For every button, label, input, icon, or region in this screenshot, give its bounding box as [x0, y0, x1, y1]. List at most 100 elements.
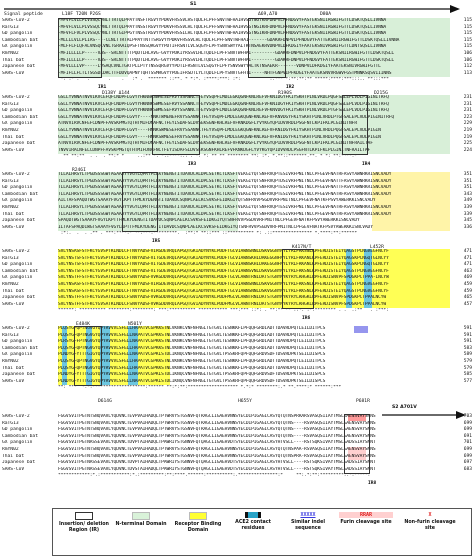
indel-region-label: IR5	[152, 239, 161, 244]
sequence-row: Cambodian bat FGGVSVITPGTNTSNQVAVLYQDVNCT…	[2, 434, 472, 441]
sequence-row: RmYN02 PLQSYGFQPTNGVGYQPYRVVVLSFELLHAPATV…	[2, 359, 472, 366]
conservation-symbols: ************:*.:***********:*.:*********…	[58, 473, 371, 479]
mutation-label: D138Y Δ144	[102, 91, 130, 96]
sequence-residues: PLNDYGFYTTTGIGYQPYRVVVLSFELLNAPATVCGPKLS…	[58, 372, 326, 378]
sequence-end-position: 459	[463, 288, 472, 294]
sequence-row: GX pangolin SVLYNSTFFSTFKCYGVSATKLNDLCFSN…	[2, 275, 472, 282]
sequence-row: Thai bat GSLLYVNNATNVVIKVCEFQFCNDPFLGVY--…	[2, 135, 472, 142]
sequence-residues: PLQSYGFQPTNGVGYQPYRVVVLSFELLNAPATVCGPKKS…	[58, 332, 326, 338]
sequence-name: RmYN02	[2, 358, 19, 364]
conservation-symbols: ******: ********** ********:********: **…	[58, 308, 389, 314]
mutation-label: L452R	[370, 245, 384, 250]
sequence-end-position: 591	[463, 332, 472, 338]
sequence-residues: GSLLYVNNATNVVIKVCEFQFCNDPFLGVYYHKNNKSWME…	[58, 108, 389, 114]
sequence-row: Cambodian bat TLLALHRSYLTPGDSSSGWTAGAAAYY…	[2, 192, 472, 199]
sequence-end-position: 699	[463, 427, 472, 433]
sequence-end-position: 336	[463, 224, 472, 230]
sequence-residues: SVLYNSTFFSTFKCYGVSATKLNDLCFSNVYADSFVVKGD…	[58, 275, 389, 281]
sequence-row: Thai bat TLLALHRSYLTPGDSSSGWTAGAAAYYVGYLQ…	[2, 212, 472, 219]
sequence-name: RaTG13	[2, 101, 19, 107]
sequence-name: RmYN02	[2, 446, 19, 452]
sequence-end-position: 589	[463, 352, 472, 358]
legend-label: N-terminal Domain	[115, 522, 167, 527]
sequence-name: RaTG13	[2, 332, 19, 338]
sequence-end-position: 579	[463, 358, 472, 364]
sequence-name: SARS-CoV	[2, 378, 25, 384]
alignment-block-2: SARS-CoV-2 GSLLYVNNATNVVIKVCEFQFCNDPFLGVY…	[2, 94, 472, 173]
sequence-name: SARS-CoV-2	[2, 414, 30, 419]
legend-swatch	[75, 512, 93, 520]
sequence-residues: PLRSYGFFPTNGVGYQPYRVVVLSFELLNAPATVCGPKKS…	[58, 339, 326, 345]
sequence-row: SARS-CoV SVLYNSTFFSTFKCYGVSATKLNDLCFSNVYA…	[2, 302, 472, 309]
legend-label: Insertion/ deletion Region (IR)	[59, 522, 109, 533]
sequence-residues: FGGVSVITPGTNTSNQVAVLYQDVNCTEVPVAIHADQLTP…	[58, 446, 376, 452]
sequence-name: Japanese bat	[2, 64, 36, 70]
sequence-row: RmYN02 -MFILLLLLP-----VAS--SRLNTTTTPQDTLH…	[2, 51, 472, 58]
sequence-row: SARS-CoV-2 GSLLYVNNATNVVIKVCEFQFCNDPFLGVY…	[2, 95, 472, 102]
sequence-residues: -MFILLLLLP-----VAS--SRLNTTTTPQDTLHLAVG-G…	[58, 50, 395, 56]
sequence-name: GD pangolin	[2, 339, 33, 345]
legend-swatch	[245, 512, 261, 518]
sequence-end-position: 115	[463, 31, 472, 37]
sequence-row: Cambodian bat SVLYNSTSFSTFKCYGVSPTKLNDLCF…	[2, 269, 472, 276]
sequence-end-position: 343	[463, 191, 472, 197]
indel-region-label: IR1	[98, 85, 107, 90]
sequence-name: GX pangolin	[2, 198, 33, 204]
sequence-residues: -MFVFLVLLPLVSSQCVNLTTRTQLPPAYTNSSTRGVYYP…	[58, 24, 387, 30]
sequence-row: SARS-CoV TNVVIRACNFELCDNPFFAVSKPMGTQTHTMI…	[2, 148, 472, 155]
sequence-row: RaTG13 GSLLYVNNATNVVIKVCEFQFCNDPFLGVYYHKN…	[2, 102, 472, 109]
sequence-row: GX pangolin PLNDYGFYTTTGIGYQPYRVVVLSFELLN…	[2, 352, 472, 359]
sequence-row: SARS-CoV-2 SVLYNSASFSTFKCYGVSPTKLNDLCFTNV…	[2, 249, 472, 256]
sequence-residues: -MLLLLVLLPLIAS----CLNLTTRTALPPAYTNTTSRGV…	[58, 37, 400, 43]
legend-label: Non-furin cleavage site	[404, 520, 456, 531]
sequence-residues: TLLALHRSYLTPGDSSSGWTAGAAAYYVGYLQPRTFLLKY…	[58, 191, 392, 197]
legend-swatch	[132, 512, 150, 520]
sequence-residues: PLNDYGFYTTTGIGYQPYRVVVLSFELLNAPATVCGPKLS…	[58, 352, 326, 358]
sequence-row: RmYN02 GSLLYVNNATNVVIKVCEFQFCNDPFLGVY----…	[2, 128, 472, 135]
legend-swatch: XXXXX	[300, 512, 316, 518]
sequence-end-position: 231	[463, 95, 472, 100]
sequence-residues: TLLALHRSYLTPGDSSSGWTAGAAAYYVGYLQPRTFLLKY…	[58, 178, 392, 184]
sequence-row: RmYN02 FGGVSVITPGTNTSNQVAVLYQDVNCTEVPVAIH…	[2, 447, 472, 454]
sequence-end-position: 691	[463, 433, 472, 439]
sequence-end-position: 463	[463, 268, 472, 274]
sequence-residues: GSLLYVNNATNVVIKVCEFQFCNDPFLGVY----HNNKSW…	[58, 127, 381, 133]
sequence-name: Japanese bat	[2, 372, 36, 378]
alignment-block-3: SARS-CoV-2 TLLALHRSYLTPGDSSSGWTAGAAAYYVGY…	[2, 171, 472, 250]
sequence-residues: -MLFFLFLQFALVNSQCVNLTGRAAIQPSFTNSSQRGVYY…	[58, 44, 387, 50]
sequence-residues: PLQSYGFQPTNGVGYQPYRVVVLSFELLHAPATVCGPKKS…	[58, 365, 326, 371]
sequence-name: Cambodian bat	[2, 433, 38, 439]
legend-item: ACE2 contact residues	[229, 512, 277, 532]
sequence-row: SARS-CoV -MFIFLLFLTLTSGSDLDRCTTFDDVQAPNYT…	[2, 71, 472, 78]
sequence-residues: GSLLYVNNATNVVIKVCEFQFCNDPFLGVYY----NNKTW…	[58, 114, 395, 120]
sequence-name: RmYN02	[2, 281, 19, 287]
sequence-end-position: 349	[463, 198, 472, 204]
indel-region-label: IR2	[286, 85, 295, 90]
conservation-row: ************:*.:***********:*.:*********…	[2, 473, 472, 480]
conservation-row: ** **:** . . . **:* * ..:** *. *.:****:.…	[2, 154, 472, 161]
legend-swatch	[189, 512, 207, 520]
sequence-residues: SVLYNSASFSTFKCYGVSPTKLNDLCFTNVYADSFVIRGD…	[58, 281, 389, 287]
sequence-residues: GSLLYVNNATNVVIKVCEFQFCNDPFLGVYYHKNNKSWME…	[58, 101, 389, 107]
sequence-name: RaTG13	[2, 178, 19, 184]
sequence-name: GD pangolin	[2, 262, 33, 268]
sequence-residues: ATNVVIRVCNFEFCDNPFFAVSKPMGTQTHTMIFDNAFNC…	[58, 121, 357, 127]
sequence-residues: PLNDYGFYTTTGIGYQPYRVVVLSFELLNAPATVCGPKLS…	[58, 378, 326, 384]
alignment-block-6: SARS-CoV-2 FGGVSVITPGTNTSNQVAVLYQDVNCTEVP…	[2, 413, 472, 486]
sequence-row: Japanese bat SVLYNSTFFSTFKCYGVSATKLNDLCFS…	[2, 295, 472, 302]
legend-item: N-terminal Domain	[115, 512, 167, 528]
sequence-row: GD pangolin SVLYNSTSFSTFKCYGVSPTKLNDLCFTN…	[2, 262, 472, 269]
top-mutations-label: L18F T20N P26S	[62, 12, 101, 17]
legend-swatch: RRAR	[339, 512, 393, 518]
sequence-name: GD pangolin	[2, 185, 33, 191]
sequence-name: RmYN02	[2, 204, 19, 210]
sequence-end-position: 225	[463, 141, 472, 147]
sequence-row: Cambodian bat GSLLYVNNATNVVIKVCEFQFCNDPFL…	[2, 115, 472, 122]
sequence-name: Japanese bat	[2, 141, 36, 147]
sequence-name: Thai bat	[2, 288, 25, 294]
conservation-row: ******: ********** ********:********: **…	[2, 308, 472, 315]
sequence-residues: FGGVSVITPGTNTSNQVAVLYQDVNCTEVPVAIHADQLTP…	[58, 427, 376, 433]
sequence-end-position: 106	[463, 50, 472, 56]
sequence-end-position: 699	[463, 453, 472, 459]
sequence-residues: TLLALHRSYLTPGDSSSGWTAGAAAYYVGYLQPRTFLLKY…	[58, 172, 392, 177]
